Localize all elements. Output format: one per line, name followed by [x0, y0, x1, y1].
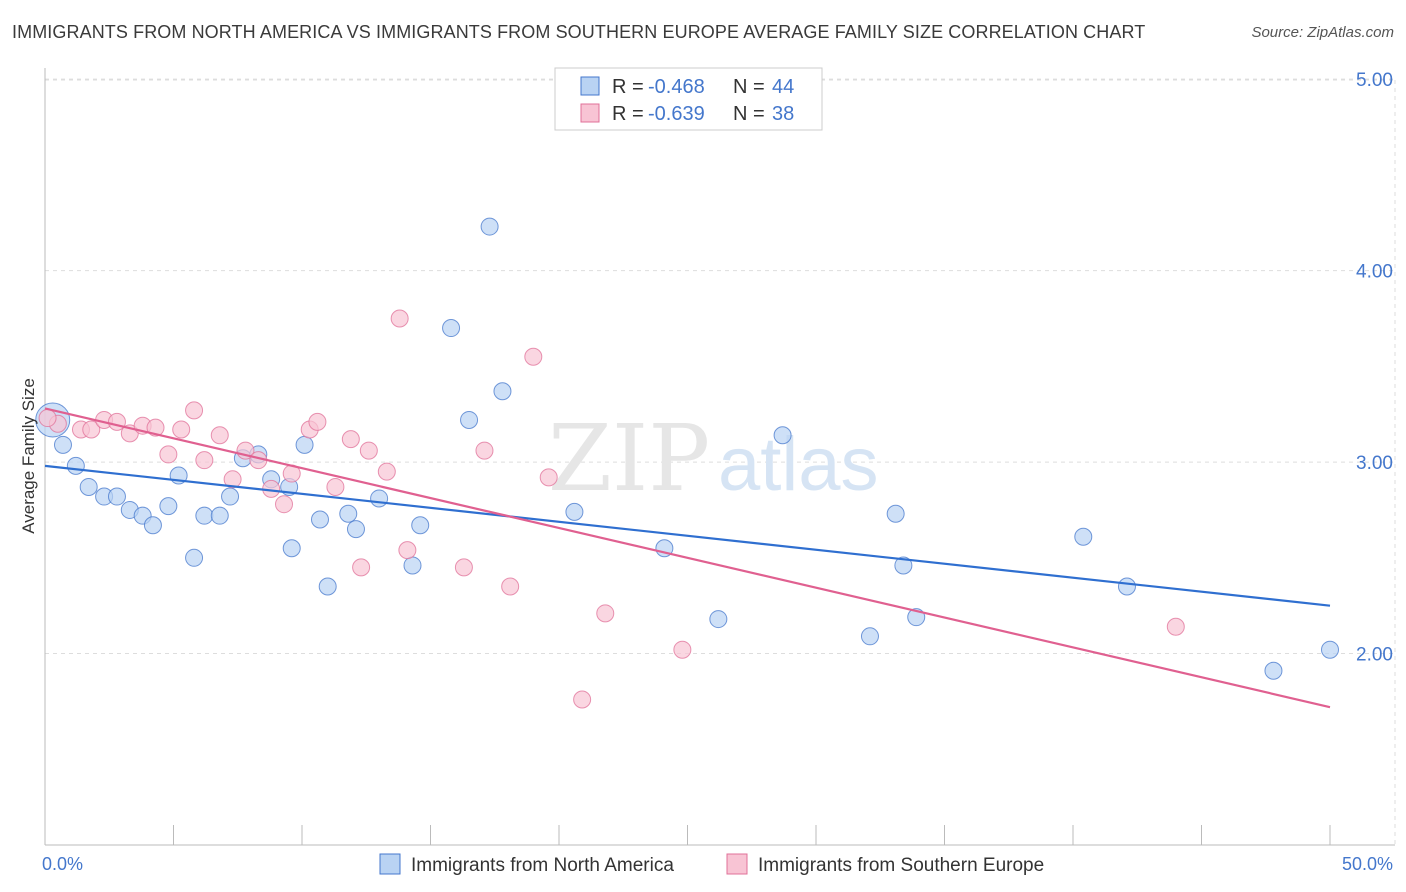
north-america-point — [860, 627, 879, 646]
southern-europe-point — [524, 347, 543, 366]
north-america-point — [886, 504, 905, 523]
north-america-point — [493, 382, 512, 401]
north-america-point — [210, 506, 229, 525]
north-america-point — [221, 487, 240, 506]
watermark-atlas: atlas — [718, 422, 879, 507]
y-tick-label: 4.00 — [1356, 262, 1393, 283]
north-america-point — [894, 556, 913, 575]
southern-europe-point — [673, 640, 692, 659]
southern-europe-point — [223, 470, 242, 489]
north-america-point — [773, 426, 792, 445]
y-tick-label: 2.00 — [1356, 645, 1393, 666]
southern-europe-point — [1166, 617, 1185, 636]
southern-europe-point — [341, 430, 360, 449]
southern-europe-point — [326, 477, 345, 496]
southern-europe-point — [210, 426, 229, 445]
stats-n-value-blue: 44 — [772, 76, 794, 98]
north-america-point — [1264, 661, 1283, 680]
stats-r-label-blue: R = — [612, 76, 644, 98]
southern-europe-point — [275, 495, 294, 514]
series-legend: Immigrants from North America Immigrants… — [379, 853, 1044, 876]
southern-europe-point — [172, 420, 191, 439]
north-america-point — [195, 506, 214, 525]
y-tick-labels: 2.00 3.00 4.00 5.00 — [1356, 70, 1393, 665]
north-america-point — [411, 516, 430, 535]
trend-lines — [44, 407, 1331, 709]
y-tick-label: 3.00 — [1356, 453, 1393, 474]
north-america-point — [318, 577, 337, 596]
trend-line-southern-europe — [44, 407, 1331, 709]
north-america-point — [295, 435, 314, 454]
southern-europe-point — [596, 604, 615, 623]
southern-europe-point — [82, 420, 101, 439]
north-america-point — [346, 520, 365, 539]
north-america-point — [709, 610, 728, 629]
southern-europe-point — [146, 418, 165, 437]
north-america-point — [79, 477, 98, 496]
watermark: ZIP atlas — [548, 405, 879, 512]
north-america-point — [370, 489, 389, 508]
stats-r-label-pink: R = — [612, 103, 644, 125]
y-axis-label: Average Family Size — [19, 378, 38, 534]
north-america-point — [339, 504, 358, 523]
north-america-point — [1321, 640, 1339, 659]
southern-europe-point — [475, 441, 494, 460]
x-tick-labels: 0.0% 50.0% — [42, 854, 1393, 874]
north-america-point — [53, 435, 72, 454]
trend-line-north-america — [44, 464, 1331, 607]
southern-europe-point — [308, 412, 327, 431]
north-america-point — [1074, 527, 1093, 546]
stats-legend-swatch-pink — [580, 103, 600, 123]
legend-label-southern-europe: Immigrants from Southern Europe — [758, 855, 1044, 876]
watermark-zip: ZIP — [548, 405, 710, 512]
legend-swatch-southern-europe — [726, 853, 748, 875]
southern-europe-point — [185, 401, 204, 420]
southern-europe-point — [454, 558, 473, 577]
north-america-point — [403, 556, 422, 575]
stats-r-value-pink: -0.639 — [648, 103, 705, 125]
legend-label-north-america: Immigrants from North America — [411, 855, 674, 876]
north-america-point — [310, 510, 329, 529]
stats-legend: R = -0.468 N = 44 R = -0.639 N = 38 — [554, 67, 823, 131]
north-america-point — [565, 502, 584, 521]
y-tick-label: 5.00 — [1356, 70, 1393, 91]
x-tick-label-max: 50.0% — [1342, 854, 1393, 874]
north-america-point — [107, 487, 126, 506]
north-america-point — [460, 410, 479, 429]
north-america-point — [442, 319, 461, 338]
north-america-point — [159, 497, 178, 516]
stats-n-label-blue: N = — [733, 76, 765, 98]
southern-europe-point — [377, 462, 396, 481]
legend-swatch-north-america — [379, 853, 401, 875]
southern-europe-point — [390, 309, 409, 328]
north-america-point — [1117, 577, 1136, 596]
north-america-point — [282, 539, 301, 558]
southern-europe-point — [539, 468, 558, 487]
southern-europe-point — [38, 409, 57, 428]
southern-europe-point — [352, 558, 371, 577]
north-america-point — [66, 456, 85, 475]
x-tick-label-min: 0.0% — [42, 854, 83, 874]
stats-legend-swatch-blue — [580, 76, 600, 96]
southern-europe-point — [195, 451, 214, 470]
chart-title: IMMIGRANTS FROM NORTH AMERICA VS IMMIGRA… — [12, 22, 1146, 42]
stats-n-label-pink: N = — [733, 103, 765, 125]
stats-n-value-pink: 38 — [772, 103, 794, 125]
southern-europe-point — [159, 445, 178, 464]
southern-europe-point — [501, 577, 520, 596]
data-points — [35, 217, 1339, 709]
north-america-point — [143, 516, 162, 535]
southern-europe-point — [359, 441, 378, 460]
southern-europe-point — [398, 541, 417, 560]
source-credit: Source: ZipAtlas.com — [1251, 24, 1394, 41]
north-america-point — [480, 217, 499, 236]
southern-europe-point — [573, 690, 592, 709]
axes — [44, 68, 1395, 846]
north-america-point — [185, 548, 204, 567]
stats-r-value-blue: -0.468 — [648, 76, 705, 98]
